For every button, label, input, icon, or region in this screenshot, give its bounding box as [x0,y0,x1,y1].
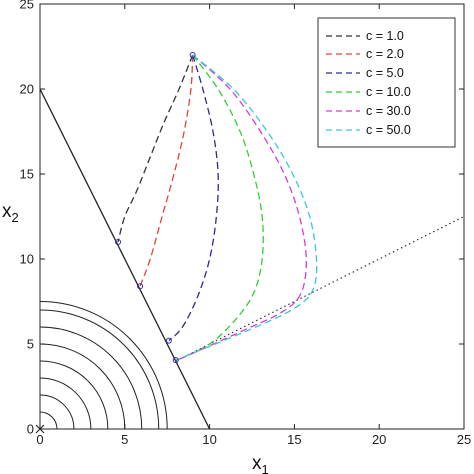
legend-label-c-30: c = 30.0 [366,104,411,118]
start-point-marker [189,52,196,58]
x-axis-label-subscript: 1 [262,462,269,474]
x-axis-label-main: x [252,453,262,474]
legend-label-c-50: c = 50.0 [366,123,411,137]
contour-arc-6 [40,309,160,429]
axes: 0 5 10 15 20 25 0 5 10 15 20 25 [20,0,472,447]
contour-arc-2 [40,377,92,429]
y-axis-label: x2 [2,201,19,225]
x-tick-label-3: 15 [287,432,301,447]
series-line-4 [177,54,307,361]
y-tick-label-5: 25 [20,0,34,12]
y-tick-label-0: 0 [27,422,34,437]
contour-arc-5 [40,326,143,429]
series-line-0 [117,54,194,243]
y-tick-label-3: 15 [20,167,34,182]
y-tick-label-1: 5 [27,337,34,352]
legend: c = 1.0 c = 2.0 c = 5.0 c = 10.0 c = 30.… [317,17,456,148]
axes-box [39,3,465,430]
contour-arc-1 [40,394,75,429]
contour-arc-0 [40,411,58,429]
x-axis-label: x1 [252,453,269,474]
y-tick-label-4: 20 [20,82,34,97]
dotted-line [175,215,464,362]
legend-label-c-10: c = 10.0 [366,85,411,99]
x-tick-label-5: 25 [457,432,471,447]
legend-label-c-1: c = 1.0 [366,29,404,43]
series-line-1 [139,54,194,287]
end-point-marker-2 [165,337,172,344]
y-tick-label-2: 10 [20,252,34,267]
legend-label-c-5: c = 5.0 [366,66,404,80]
plot-area [40,52,464,429]
contour-arc-4 [40,343,126,429]
contour-arc-7 [40,301,168,429]
legend-label-c-2: c = 2.0 [366,47,404,61]
y-axis-label-subscript: 2 [12,210,19,225]
y-axis-label-main: x [2,201,12,222]
x-tick-label-0: 0 [36,432,43,447]
x-tick-label-2: 10 [202,432,216,447]
constraint-line [40,88,211,429]
x-tick-label-4: 20 [372,432,386,447]
series-line-3 [178,54,264,360]
series-line-5 [175,54,318,361]
end-point-marker-0 [115,239,122,245]
contour-arc-3 [40,360,109,429]
end-point-marker-1 [137,283,144,290]
end-point-marker-3 [172,357,179,364]
legend-box [317,17,456,148]
series-line-2 [168,54,219,342]
x-tick-label-1: 5 [121,432,128,447]
